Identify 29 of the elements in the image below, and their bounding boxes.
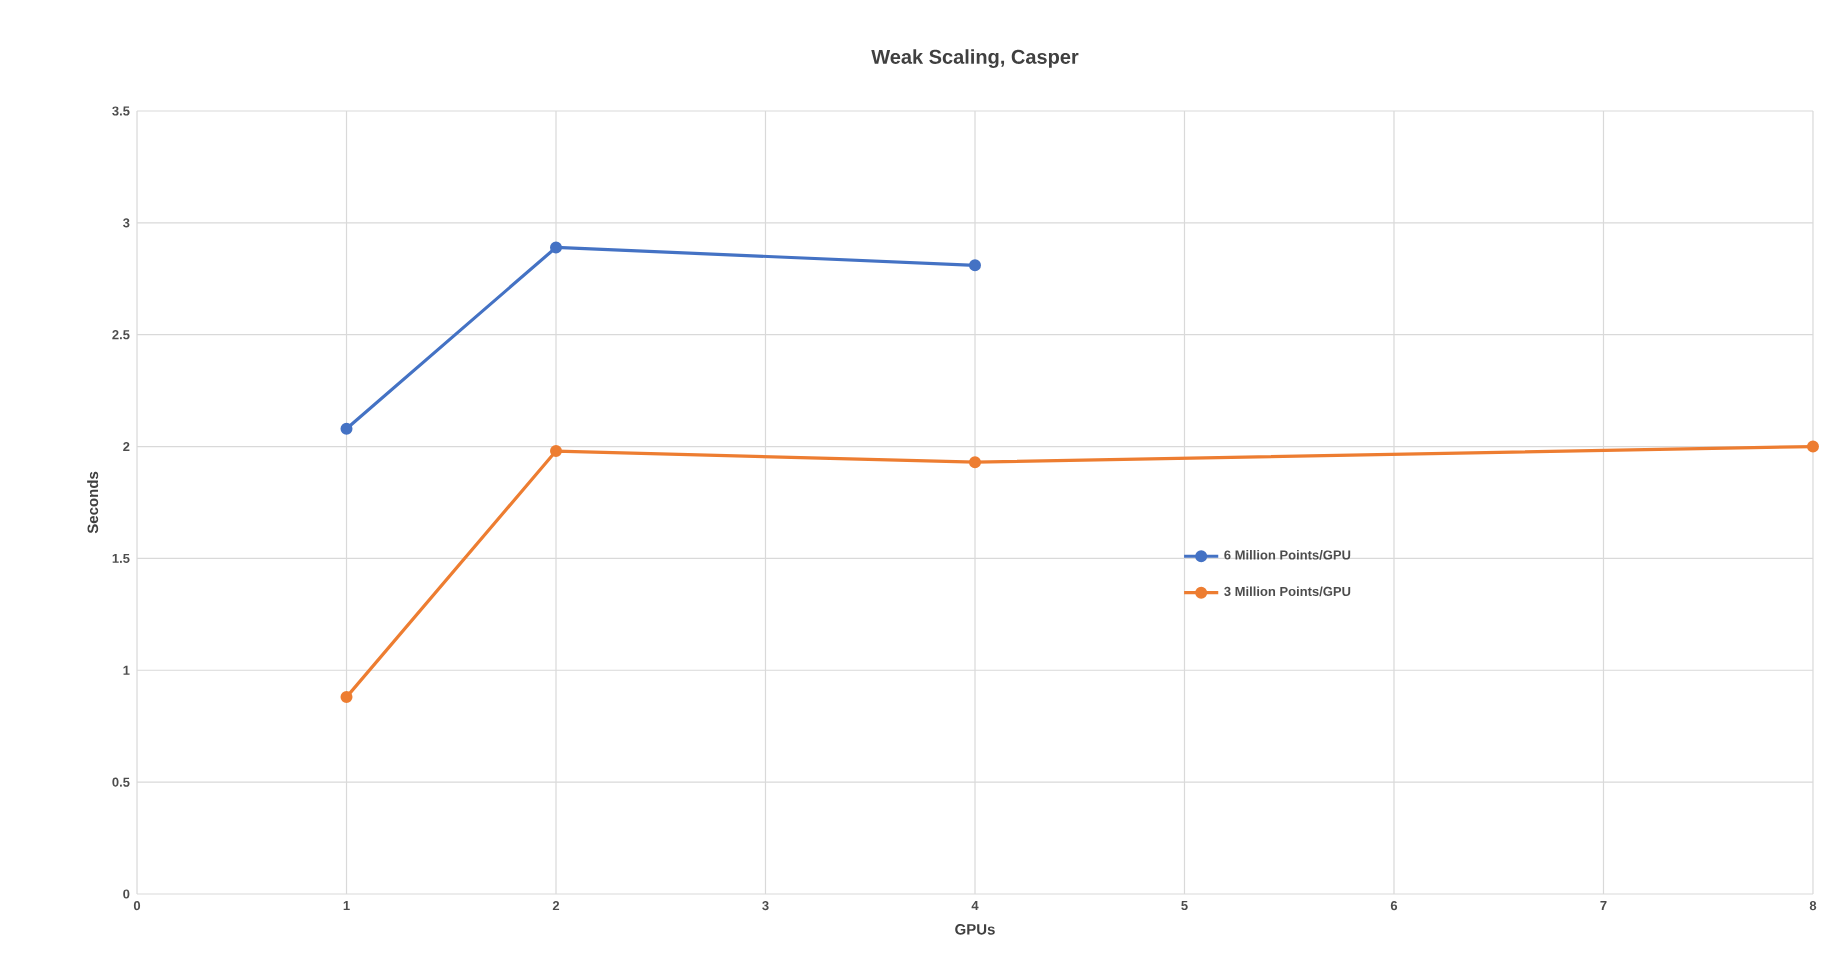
- x-tick-label: 8: [1809, 901, 1817, 911]
- x-tick-label: 5: [1181, 901, 1188, 911]
- y-tick-label: 1: [123, 665, 130, 675]
- y-tick-label: 2.5: [112, 330, 130, 340]
- y-axis-title: Seconds: [87, 471, 99, 534]
- point: [969, 456, 981, 469]
- point: [550, 445, 562, 458]
- y-tick-label: 1.5: [112, 553, 130, 563]
- y-tick-label: 2: [123, 442, 130, 452]
- point: [1806, 440, 1819, 453]
- chart-title: Weak Scaling, Casper: [871, 49, 1079, 68]
- x-tick-label: 3: [762, 901, 769, 911]
- x-tick-label: 1: [343, 901, 350, 910]
- legend-label: 6 Million Points/GPU: [1224, 550, 1351, 560]
- point: [340, 422, 353, 435]
- x-tick-label: 0: [133, 901, 141, 911]
- y-tick-label: 3.5: [112, 106, 130, 116]
- point: [550, 241, 562, 254]
- x-tick-label: 7: [1600, 901, 1607, 910]
- point: [340, 691, 353, 704]
- point: [969, 259, 981, 272]
- y-tick-label: 0: [123, 889, 130, 899]
- x-tick-label: 4: [971, 901, 979, 910]
- legend-label: 3 Million Points/GPU: [1224, 586, 1351, 597]
- x-tick-label: 6: [1390, 901, 1398, 911]
- x-tick-label: 2: [552, 901, 560, 911]
- y-tick-label: 3: [123, 218, 130, 228]
- x-axis-title: GPUs: [955, 924, 995, 935]
- y-tick-label: 0.5: [112, 777, 130, 787]
